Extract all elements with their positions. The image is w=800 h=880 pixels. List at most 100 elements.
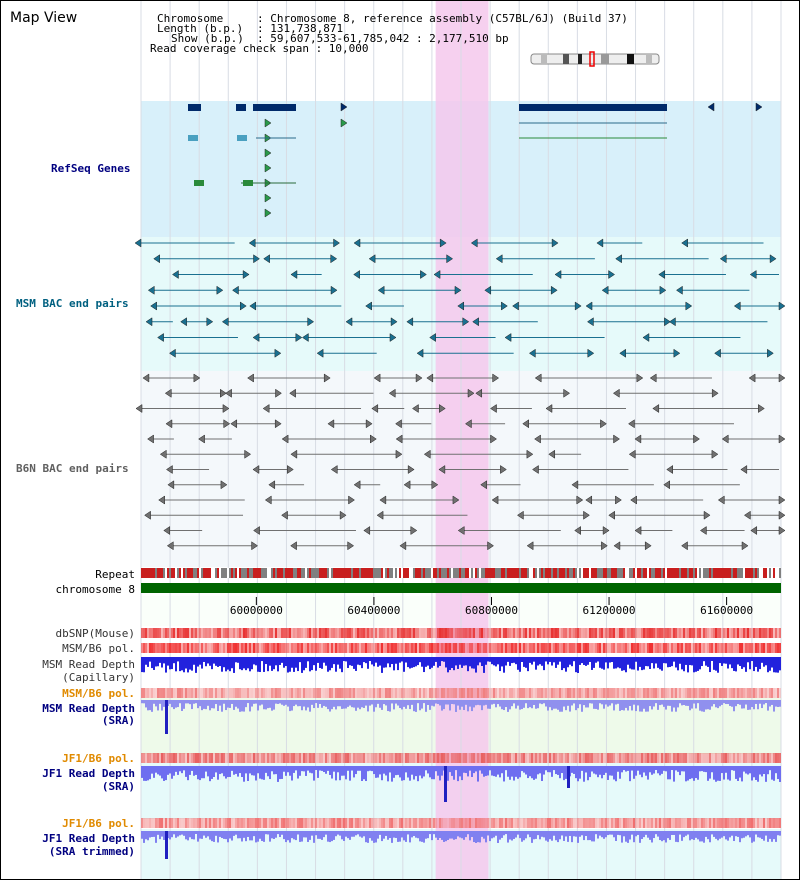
pol-heat-cell [399,818,401,828]
dbsnp-heat-cell [575,628,577,638]
pol-heat-cell [327,753,329,763]
jf1-sra-depth-bar [159,766,161,776]
jf1-sra-depth-bar [253,766,255,776]
pol-heat-cell [489,643,491,653]
dbsnp-heat-cell [565,628,567,638]
track-label-b6n-bac[interactable]: B6N BAC end pairs [16,462,129,475]
pol-heat-cell [457,688,459,698]
jf1-sra-depth-bar [215,766,217,773]
pol-heat-cell [439,643,441,653]
repeat-segment [391,568,393,578]
pol-heat-cell [505,643,507,653]
pol-heat-cell [739,753,741,763]
b6n-bac-pair-end [193,373,201,383]
jf1-sra-depth-bar [747,766,749,775]
msm-cap-depth-bar [771,657,773,668]
b6n-bac-pair-end [630,495,637,505]
pol-heat-cell [291,643,293,653]
msm-cap-depth-bar [231,657,233,669]
jf1-sra-depth-bar [503,766,505,782]
pol-heat-cell [423,818,425,828]
b6n-bac-pair-end [711,388,719,398]
msm-sra-depth-bar [547,700,549,711]
chromosome-bar [141,583,781,593]
msm-bac-pair-end [439,238,447,248]
pol-heat-cell [187,753,189,763]
exon-block [188,135,198,141]
pol-heat-cell [583,818,585,828]
msm-cap-depth-bar [323,657,325,663]
pol-heat-cell [777,818,779,828]
dbsnp-heat-cell [353,628,355,638]
pol-heat-cell [181,818,183,828]
repeat-segment [521,568,523,578]
pol-heat-cell [503,688,505,698]
pol-heat-cell [163,688,165,698]
jf1-sra-depth-bar [575,766,577,779]
jf1-sra-depth-bar [521,766,523,772]
pol-heat-cell [697,818,699,828]
pol-heat-cell [717,643,719,653]
dbsnp-heat-cell [503,628,505,638]
msm-cap-depth-bar [327,657,329,672]
repeat-segment [387,568,389,578]
pol-heat-cell [581,688,583,698]
msm-sra-depth-bar [179,700,181,704]
pol-heat-cell [497,818,499,828]
jf1-trimmed-depth-bar [769,831,771,839]
jf1-sra-depth-bar [695,766,697,779]
msm-sra-depth-bar [261,700,263,705]
repeat-segment [237,568,239,578]
pol-heat-cell [649,688,651,698]
pol-heat-cell [179,643,181,653]
jf1-trimmed-depth-bar [249,831,251,841]
msm-sra-depth-bar [405,700,407,709]
pol-heat-cell [283,643,285,653]
jf1-trimmed-depth-bar [597,831,599,839]
pol-heat-cell [477,643,479,653]
msm-cap-depth-bar [269,657,271,666]
pol-heat-cell [361,753,363,763]
track-label-refseq[interactable]: RefSeq Genes [51,162,131,175]
jf1-sra-depth-bar [687,766,689,781]
pol-heat-cell [623,818,625,828]
repeat-segment [677,568,679,578]
msm-sra-depth-bar [727,700,729,705]
pol-heat-cell [535,818,537,828]
pol-heat-cell [211,688,213,698]
jf1-sra-depth-bar [335,766,337,781]
pol-heat-cell [275,753,277,763]
msm-sra-depth-bar [187,700,189,704]
dbsnp-heat-cell [689,628,691,638]
msm-sra-depth-bar [533,700,535,705]
track-label-msm-bac[interactable]: MSM BAC end pairs [16,297,129,310]
jf1-sra-depth-bar [141,766,143,778]
pol-heat-cell [287,688,289,698]
pol-heat-cell [303,643,305,653]
pol-heat-cell [327,688,329,698]
msm-bac-pair-end [169,348,176,358]
dbsnp-heat-cell [571,628,573,638]
msm-sra-depth-bar [345,700,347,709]
dbsnp-heat-cell [173,628,175,638]
pol-heat-cell [495,818,497,828]
pol-heat-cell [763,753,765,763]
msm-cap-depth-bar [367,657,369,669]
msm-sra-depth-bar [275,700,277,704]
jf1-sra-depth-bar [255,766,257,781]
pol-heat-cell [339,643,341,653]
msm-cap-depth-bar [489,657,491,662]
pol-heat-cell [493,753,495,763]
msm-cap-depth-bar [469,657,471,667]
msm-sra-depth-bar [731,700,733,707]
repeat-segment [145,568,147,578]
pol-heat-cell [287,643,289,653]
msm-sra-depth-bar [397,700,399,706]
dbsnp-heat-cell [779,628,781,638]
msm-cap-depth-bar [347,657,349,668]
jf1-trimmed-depth-bar [649,831,651,840]
dbsnp-heat-cell [229,628,231,638]
repeat-segment [707,568,709,578]
repeat-segment [359,568,361,578]
